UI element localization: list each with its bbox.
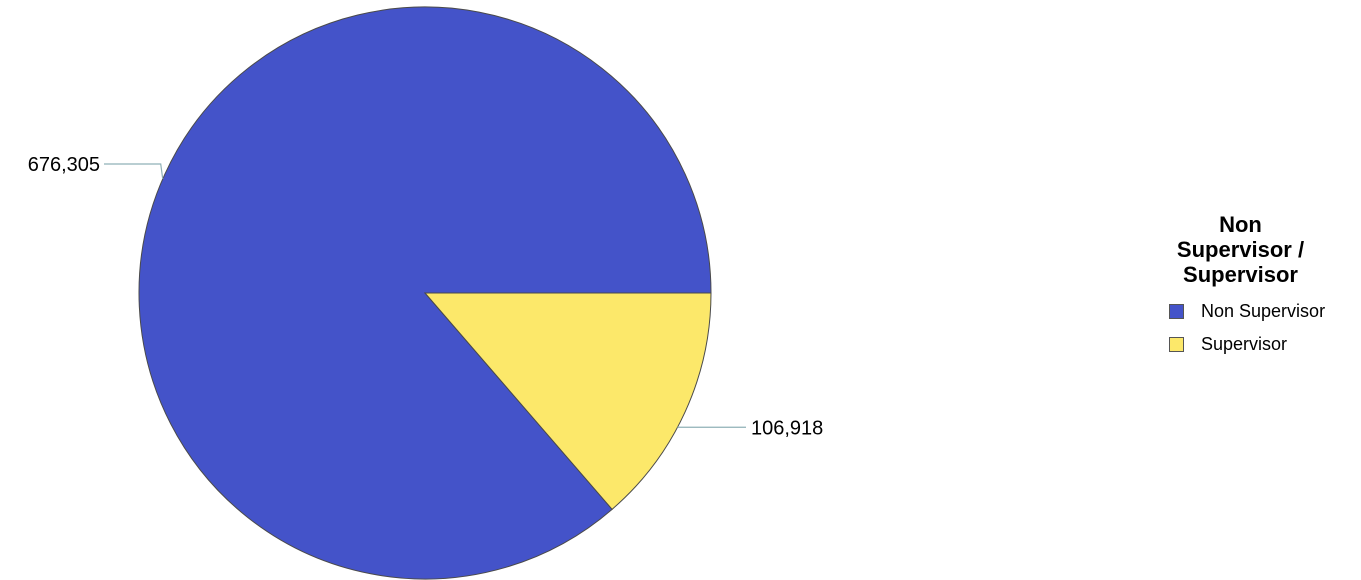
- pie-slices: [138, 6, 712, 580]
- legend-item-non-supervisor: Non Supervisor: [1163, 295, 1353, 328]
- data-labels: 676,305 106,918: [28, 154, 824, 439]
- leader-line-non-supervisor: [104, 163, 164, 180]
- legend-swatch-non-supervisor: [1169, 304, 1184, 319]
- legend-label-non-supervisor: Non Supervisor: [1201, 301, 1326, 321]
- leader-lines: [104, 163, 746, 428]
- legend-swatch-supervisor: [1169, 337, 1184, 352]
- legend: Non Supervisor / Supervisor Non Supervis…: [1163, 212, 1353, 361]
- pie-slice-supervisor: [423, 292, 712, 511]
- legend-item-supervisor: Supervisor: [1163, 328, 1353, 361]
- legend-label-supervisor: Supervisor: [1201, 334, 1288, 354]
- data-label-non-supervisor: 676,305: [28, 154, 100, 176]
- data-label-supervisor: 106,918: [751, 417, 823, 439]
- legend-title: Non Supervisor / Supervisor: [1176, 212, 1305, 287]
